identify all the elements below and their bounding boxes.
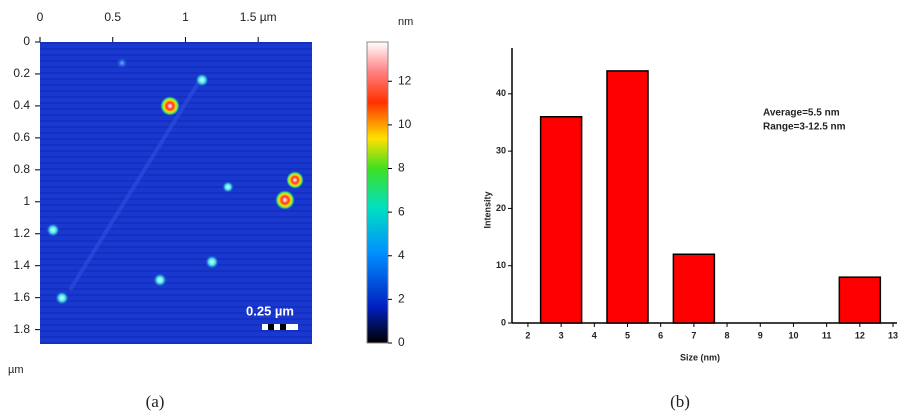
x-axis-label: Size (nm) [680, 352, 720, 362]
y-tick-label: 0 [23, 34, 30, 48]
caption: (a) [146, 392, 165, 411]
spot [153, 273, 167, 287]
spot [160, 96, 180, 116]
spot [55, 291, 69, 305]
feature-line [68, 78, 202, 292]
y-tick-label: 10 [496, 260, 506, 270]
colorbar-tick-label: 4 [398, 248, 405, 262]
x-tick-label: 0 [37, 10, 44, 24]
x-tick-label: 1 [182, 10, 189, 24]
caption: (b) [670, 392, 690, 411]
scale-bar-label: 0.25 µm [246, 303, 294, 318]
spot [46, 223, 60, 237]
spot [205, 255, 219, 269]
y-tick-label: 0.8 [13, 162, 30, 176]
colorbar [366, 41, 389, 344]
x-tick-label: 4 [592, 330, 597, 340]
x-tick-label: 11 [822, 330, 832, 340]
x-tick-label: 7 [691, 330, 696, 340]
x-tick-label: 6 [658, 330, 663, 340]
y-tick-label: 1.4 [13, 258, 30, 272]
spot [195, 73, 209, 87]
x-tick-label: 8 [725, 330, 730, 340]
x-tick-label: 13 [888, 330, 898, 340]
x-tick-label: 9 [758, 330, 763, 340]
colorbar-label: nm [398, 16, 413, 28]
bar [838, 276, 882, 324]
y-tick-label: 1.2 [13, 226, 30, 240]
y-tick-label: 1.6 [13, 290, 30, 304]
colorbar-tick-label: 6 [398, 204, 405, 218]
scale-bar-seg [280, 324, 286, 330]
scale-bar-seg [268, 324, 274, 330]
y-tick-label: 1 [23, 194, 30, 208]
colorbar-tick-label: 2 [398, 292, 405, 306]
x-tick-label: 1.5 µm [240, 10, 277, 24]
y-tick-label: 0.6 [13, 130, 30, 144]
y-tick-label: 30 [496, 146, 506, 156]
bar [672, 253, 716, 324]
x-tick-label: 5 [625, 330, 630, 340]
x-tick-label: 12 [855, 330, 865, 340]
y-tick-label: 0.4 [13, 98, 30, 112]
annotation: Range=3-12.5 nm [763, 122, 846, 133]
spot [116, 57, 128, 69]
spot [222, 181, 234, 193]
y-tick-label: 0 [501, 317, 506, 327]
spot [286, 171, 304, 189]
y-tick-label: 20 [496, 203, 506, 213]
x-tick-label: 2 [525, 330, 530, 340]
y-tick-label: 1.8 [13, 322, 30, 336]
bar-chart: Average=5.5 nm Range=3-12.5 nm Size (nm)… [482, 48, 898, 411]
afm-image: 0.25 µm nm µm (a) 0 0.5 1 1.5 µm 0 0.2 0.4 0.6 0… [8, 10, 413, 411]
y-axis-label: Intensity [482, 191, 492, 228]
colorbar-tick-label: 0 [398, 335, 405, 349]
bar [606, 70, 649, 324]
spot [275, 190, 295, 210]
x-tick-label: 0.5 [104, 10, 121, 24]
x-tick-label: 10 [788, 330, 798, 340]
colorbar-tick-label: 10 [398, 117, 412, 131]
image-area [40, 42, 312, 344]
bar [539, 116, 583, 324]
y-tick-label: 40 [496, 88, 506, 98]
annotation: Average=5.5 nm [763, 108, 840, 119]
y-tick-label: 0.2 [13, 66, 30, 80]
x-tick-label: 3 [559, 330, 564, 340]
colorbar-tick-label: 12 [398, 73, 412, 87]
colorbar-tick-label: 8 [398, 161, 405, 175]
y-unit: µm [8, 364, 24, 376]
